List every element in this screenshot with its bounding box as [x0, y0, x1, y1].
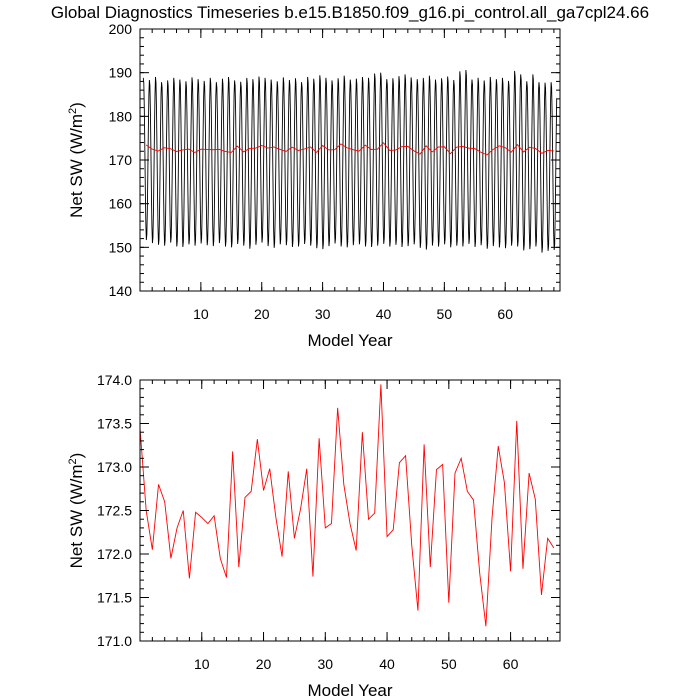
bottom-axes: 10 20 30 40 50 60 171.0 171.5 172.0 172.5 173.0 173… — [97, 372, 561, 672]
y-tick-label: 172.0 — [97, 546, 132, 562]
y-tick-label: 140 — [109, 283, 133, 299]
x-tick-label: 10 — [193, 306, 209, 322]
top-y-axis-label: Net SW (W/m2) — [67, 102, 86, 218]
y-tick-label: 160 — [109, 196, 133, 212]
x-tick-label: 60 — [497, 306, 513, 322]
top-plot-marks — [142, 69, 558, 253]
x-tick-label: 20 — [254, 306, 270, 322]
bottom-x-axis-label: Model Year — [307, 681, 392, 700]
x-tick-label: 40 — [379, 656, 395, 672]
top-axes: 10 20 30 40 50 60 140 150 160 170 180 190 200 — [109, 21, 561, 322]
bottom-y-label-main: Net SW (W/m — [67, 464, 86, 568]
x-tick-label: 50 — [437, 306, 453, 322]
top-y-label-sup: 2 — [67, 108, 79, 114]
y-tick-label: 173.0 — [97, 459, 132, 475]
annual-mean-series-line — [140, 384, 555, 627]
y-tick-label: 172.5 — [97, 503, 132, 519]
bottom-y-label-close: ) — [67, 453, 86, 459]
x-tick-label: 60 — [503, 656, 519, 672]
top-y-label-main: Net SW (W/m — [67, 114, 86, 218]
bottom-panel: 10 20 30 40 50 60 171.0 171.5 172.0 172.5 173.0 173… — [67, 372, 561, 700]
chart-title: Global Diagnostics Timeseries b.e15.B185… — [51, 3, 649, 22]
x-tick-label: 40 — [376, 306, 392, 322]
x-tick-label: 20 — [256, 656, 272, 672]
top-x-axis-label: Model Year — [307, 331, 392, 350]
bottom-plot-frame — [139, 379, 561, 642]
bottom-plot-marks — [140, 384, 555, 627]
bottom-y-axis-label: Net SW (W/m2) — [67, 453, 86, 569]
x-tick-label: 30 — [318, 656, 334, 672]
x-tick-label: 50 — [441, 656, 457, 672]
annual-mean-series-line — [145, 142, 554, 156]
top-y-label-close: ) — [67, 102, 86, 108]
y-tick-label: 190 — [109, 65, 133, 81]
monthly-series-line — [142, 69, 558, 253]
x-tick-label: 10 — [194, 656, 210, 672]
bottom-y-label-sup: 2 — [67, 458, 79, 464]
y-tick-label: 200 — [109, 21, 133, 37]
y-tick-label: 150 — [109, 239, 133, 255]
y-tick-label: 174.0 — [97, 372, 132, 388]
y-tick-label: 180 — [109, 108, 133, 124]
top-panel: 10 20 30 40 50 60 140 150 160 170 180 190 200 Model … — [67, 21, 561, 350]
y-tick-label: 171.0 — [97, 633, 132, 649]
y-tick-label: 173.5 — [97, 416, 132, 432]
y-tick-label: 170 — [109, 152, 133, 168]
y-tick-label: 171.5 — [97, 590, 132, 606]
x-tick-label: 30 — [315, 306, 331, 322]
